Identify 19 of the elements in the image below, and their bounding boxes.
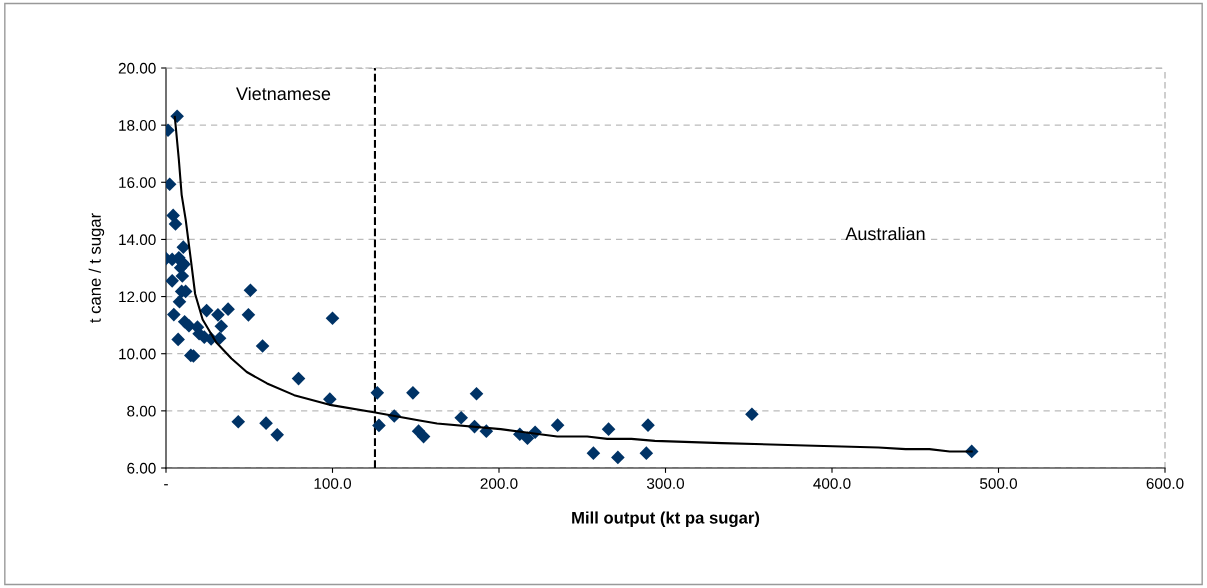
- x-tick-label: 200.0: [480, 478, 518, 489]
- y-tick-label: 6.00: [127, 462, 156, 474]
- x-tick-label: -: [164, 484, 168, 486]
- y-tick-label: 12.00: [119, 291, 156, 303]
- x-axis-title: Mill output (kt pa sugar): [572, 511, 760, 528]
- y-tick-label: 10.00: [119, 348, 156, 360]
- annotation: Vietnamese: [236, 86, 331, 101]
- y-tick-label: 16.00: [119, 177, 156, 188]
- y-tick-label: 20.00: [118, 62, 156, 74]
- x-tick-label: 600.0: [1146, 478, 1184, 489]
- x-tick-label: 400.0: [813, 478, 851, 489]
- y-tick-label: 18.00: [119, 120, 156, 131]
- y-tick-label: 8.00: [127, 405, 156, 417]
- x-tick-label: 100.0: [314, 478, 352, 489]
- x-tick-label: 500.0: [980, 478, 1018, 489]
- annotation: Australian: [845, 226, 925, 241]
- y-tick-label: 14.00: [119, 234, 156, 246]
- x-tick-label: 300.0: [646, 478, 685, 489]
- y-axis-title: t cane / t sugar: [88, 213, 105, 323]
